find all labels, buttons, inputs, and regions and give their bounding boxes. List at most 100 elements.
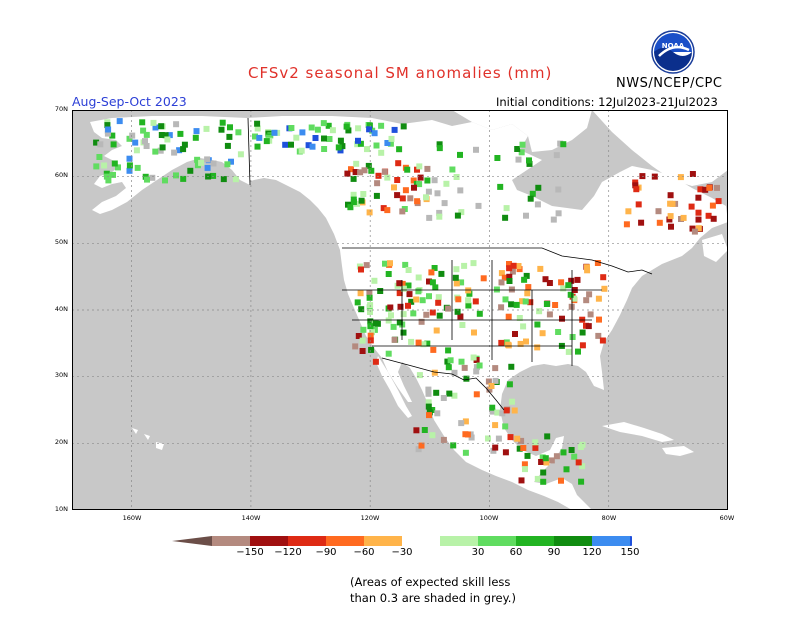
anomaly-cell: [400, 329, 407, 336]
anomaly-cell: [413, 427, 420, 434]
anomaly-cell: [595, 295, 602, 302]
longitude-label: 60W: [719, 514, 735, 522]
anomaly-cell: [132, 139, 139, 146]
anomaly-cell: [180, 146, 187, 153]
legend-tick-label: −60: [353, 547, 375, 558]
anomaly-cell: [625, 208, 632, 215]
anomaly-cell: [563, 466, 570, 473]
anomaly-cell: [187, 167, 194, 174]
anomaly-cell: [519, 298, 526, 305]
anomaly-cell: [473, 368, 480, 375]
skill-note-line2: than 0.3 are shaded in grey.): [350, 591, 516, 605]
arctic-islands: [452, 110, 592, 152]
anomaly-cell: [226, 133, 233, 140]
anomaly-cell: [651, 173, 658, 180]
anomaly-cell: [423, 311, 430, 318]
anomaly-cell: [394, 177, 401, 183]
anomaly-cell: [350, 191, 357, 198]
anomaly-cell: [579, 342, 586, 349]
anomaly-cell: [691, 228, 698, 235]
latitude-label: 60N: [54, 171, 68, 179]
anomaly-cell: [656, 219, 663, 226]
anomaly-cell: [293, 134, 300, 141]
legend-swatch: [478, 536, 516, 546]
anomaly-cell: [193, 128, 200, 135]
anomaly-cell: [552, 302, 559, 308]
anomaly-cell: [110, 171, 116, 178]
anomaly-cell: [509, 398, 515, 405]
anomaly-cell: [162, 132, 169, 139]
anomaly-cell: [354, 141, 361, 148]
anomaly-cell: [417, 174, 424, 181]
anomaly-cell: [520, 323, 527, 330]
anomaly-cell: [416, 163, 423, 170]
anomaly-cell: [382, 260, 388, 267]
anomaly-cell: [623, 221, 630, 228]
anomaly-cell: [357, 169, 364, 176]
anomaly-cell: [492, 365, 499, 372]
anomaly-cell: [516, 266, 523, 273]
anomaly-cell: [237, 151, 244, 158]
anomaly-cell: [359, 337, 366, 344]
anomaly-cell: [142, 138, 148, 145]
anomaly-cell: [560, 141, 567, 148]
legend-arrow-low: [172, 536, 212, 546]
anomaly-cell: [435, 294, 442, 301]
anomaly-cell: [396, 319, 403, 326]
anomaly-cell: [115, 164, 121, 171]
anomaly-cell: [93, 163, 100, 170]
anomaly-cell: [529, 190, 536, 197]
anomaly-cell: [633, 186, 640, 193]
anomaly-cell: [329, 127, 336, 134]
anomaly-cell: [431, 369, 438, 376]
anomaly-cell: [366, 126, 373, 133]
anomaly-cell: [133, 147, 140, 154]
anomaly-cell: [444, 358, 451, 365]
anomaly-cell: [501, 274, 508, 281]
anomaly-cell: [129, 132, 136, 139]
anomaly-cell: [143, 131, 150, 138]
anomaly-cell: [522, 466, 528, 473]
anomaly-cell: [438, 270, 445, 277]
anomaly-cell: [445, 305, 452, 312]
anomaly-cell: [453, 266, 460, 273]
anomaly-cell: [471, 329, 477, 336]
anomaly-cell: [254, 125, 261, 132]
anomaly-cell: [434, 410, 441, 417]
anomaly-cell: [669, 200, 676, 207]
anomaly-cell: [495, 435, 502, 442]
anomaly-cell: [492, 422, 499, 429]
anomaly-cell: [464, 431, 471, 438]
anomaly-cell: [559, 315, 565, 322]
anomaly-cell: [502, 296, 509, 303]
anomaly-cell: [116, 118, 123, 125]
initial-conditions-label: Initial conditions: 12Jul2023-21Jul2023: [496, 95, 718, 109]
anomaly-cell: [457, 187, 464, 194]
anomaly-cell: [371, 130, 378, 137]
anomaly-cell: [104, 130, 111, 137]
anomaly-cell: [385, 350, 392, 357]
anomaly-cell: [668, 223, 674, 230]
anomaly-cell: [192, 134, 199, 141]
anomaly-cell: [521, 461, 528, 468]
anomaly-cell: [550, 216, 557, 223]
anomaly-cell: [465, 297, 472, 304]
anomaly-cell: [194, 162, 201, 169]
anomaly-cell: [126, 167, 133, 174]
anomaly-cell: [418, 442, 425, 449]
anomaly-cell: [532, 439, 539, 446]
legend-swatch: [212, 536, 250, 546]
anomaly-cell: [560, 449, 567, 456]
anomaly-cell: [695, 216, 702, 223]
longitude-label: 140W: [241, 514, 261, 522]
anomaly-cell: [93, 139, 100, 146]
anomaly-cell: [335, 144, 342, 151]
legend-swatch: [402, 536, 440, 546]
anomaly-cell: [411, 184, 417, 191]
legend-swatch: [364, 536, 402, 546]
anomaly-cell: [542, 455, 549, 462]
anomaly-cell: [428, 269, 435, 276]
anomaly-cell: [344, 170, 351, 177]
anomaly-cell: [126, 162, 133, 169]
anomaly-cell: [415, 339, 422, 346]
